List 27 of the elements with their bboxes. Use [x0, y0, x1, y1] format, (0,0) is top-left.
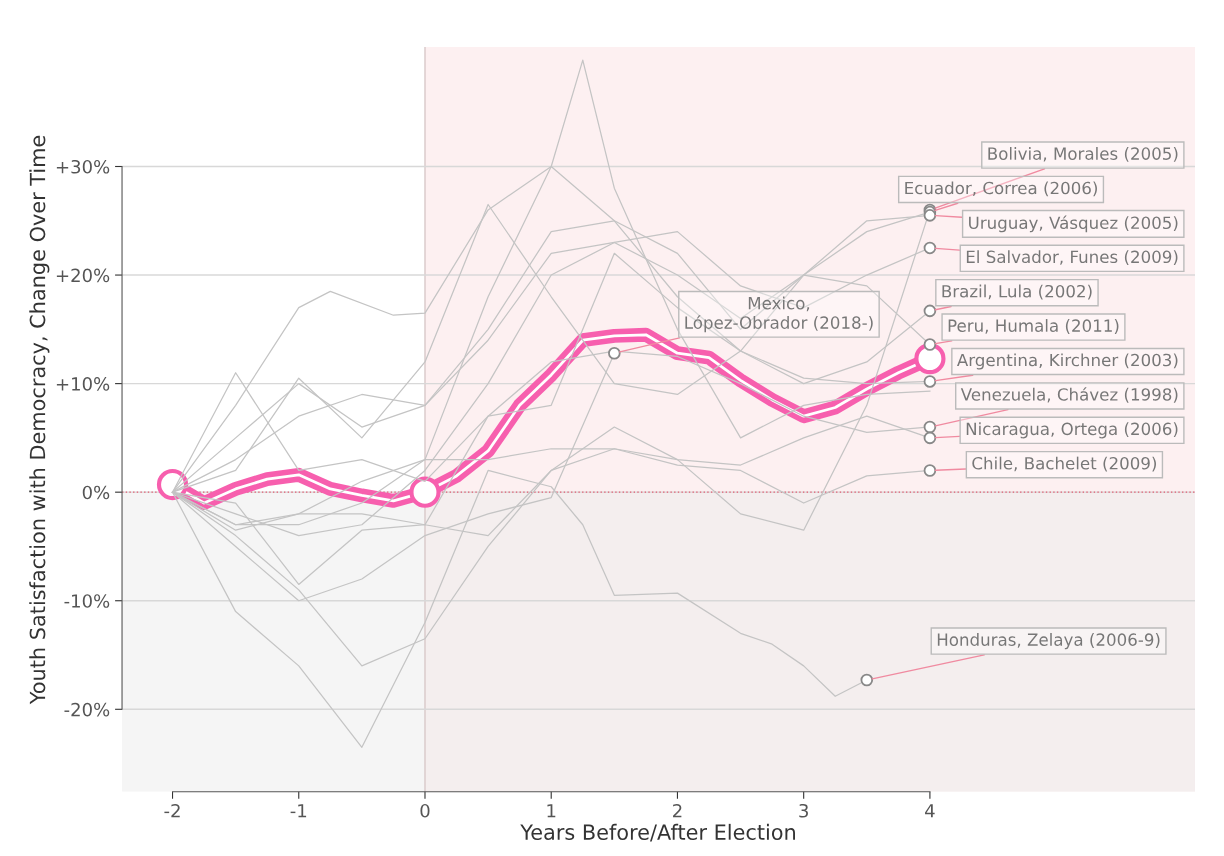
x-tick-label: 3 [799, 803, 808, 818]
annotation: Argentina, Kirchner (2003) [956, 353, 1178, 370]
annotation: Brazil, Lula (2002) [942, 284, 1092, 300]
x-tick-label: -1 [290, 804, 307, 818]
annotation: Mexico, López-Obrador (2018-) [685, 296, 873, 333]
y-tick-label: +10% [56, 377, 110, 391]
y-tick-label: -20% [64, 702, 110, 717]
x-tick-label: 0 [420, 803, 430, 818]
annotation: El Salvador, Funes (2009) [966, 250, 1178, 266]
x-tick-label: 2 [673, 803, 682, 818]
annotation: Nicaragua, Ortega (2006) [966, 422, 1178, 439]
annotation: Bolivia, Morales (2005) [988, 147, 1178, 162]
annotation: Venezuela, Chávez (1998) [960, 387, 1178, 403]
y-tick-label: +30% [56, 159, 110, 174]
annotation: Ecuador, Correa (2006) [905, 181, 1097, 197]
x-tick-label: -2 [164, 803, 180, 818]
annotation: Honduras, Zelaya (2006-9) [937, 633, 1160, 650]
y-tick-label: 0% [82, 485, 110, 500]
y-axis-title: Youth Satisfaction with Democracy, Change Over Time [29, 135, 50, 705]
x-axis-title: Years Before/After Election [520, 823, 795, 842]
annotation: Peru, Humala (2011) [948, 319, 1119, 334]
x-tick-label: 1 [547, 804, 556, 818]
y-tick-label: +20% [56, 268, 110, 283]
annotation: Chile, Bachelet (2009) [972, 456, 1156, 472]
annotation: Uruguay, Vásquez (2005) [969, 215, 1178, 233]
x-tick-label: 4 [925, 804, 935, 818]
y-tick-label: -10% [64, 594, 110, 608]
